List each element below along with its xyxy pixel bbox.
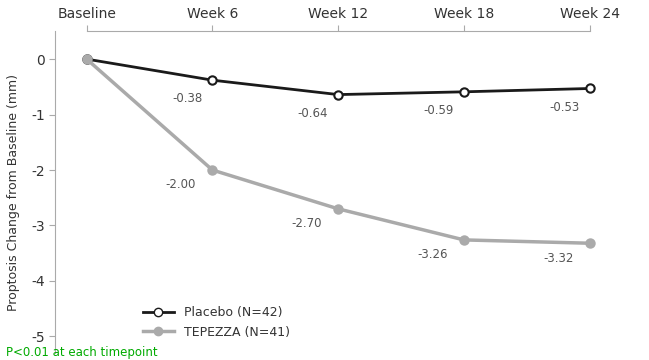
Text: -3.26: -3.26 [417, 248, 448, 261]
Text: -0.64: -0.64 [298, 107, 328, 120]
Text: -3.32: -3.32 [543, 252, 574, 265]
Text: P<0.01 at each timepoint: P<0.01 at each timepoint [6, 346, 158, 359]
Text: -0.53: -0.53 [550, 101, 580, 114]
Text: -2.70: -2.70 [291, 217, 322, 230]
Text: -0.59: -0.59 [424, 104, 454, 117]
Y-axis label: Proptosis Change from Baseline (mm): Proptosis Change from Baseline (mm) [7, 74, 20, 311]
Text: -2.00: -2.00 [165, 178, 196, 192]
Text: -0.38: -0.38 [172, 93, 202, 105]
Legend: Placebo (N=42), TEPEZZA (N=41): Placebo (N=42), TEPEZZA (N=41) [138, 301, 295, 343]
